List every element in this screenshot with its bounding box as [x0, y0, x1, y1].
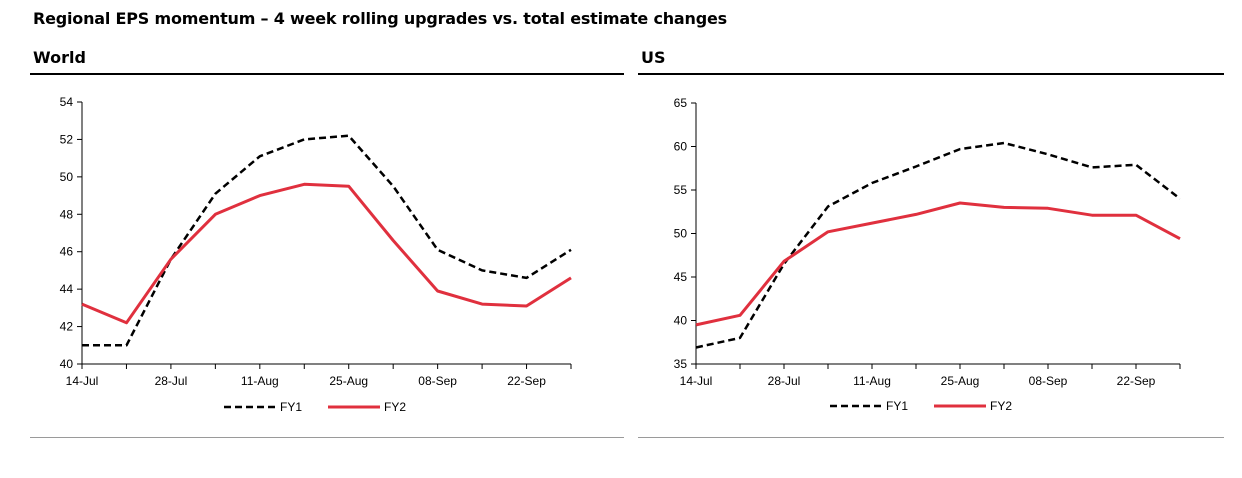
legend-label: FY2 [990, 399, 1012, 413]
x-tick-label: 25-Aug [941, 374, 980, 388]
x-tick-label: 08-Sep [1029, 374, 1068, 388]
x-tick-label: 28-Jul [155, 374, 188, 388]
panel-title: World [33, 48, 86, 67]
series-line-fy2 [81, 182, 572, 325]
x-tick-label: 25-Aug [329, 374, 368, 388]
y-tick-label: 42 [60, 320, 74, 334]
y-tick-label: 40 [674, 314, 688, 328]
x-tick-label: 28-Jul [768, 374, 801, 388]
y-tick-label: 44 [60, 282, 74, 296]
x-tick-label: 22-Sep [507, 374, 546, 388]
page-title: Regional EPS momentum – 4 week rolling u… [33, 9, 727, 28]
y-tick-label: 40 [60, 357, 74, 371]
y-tick-label: 35 [674, 357, 688, 371]
y-tick-label: 52 [60, 132, 74, 146]
series-line-fy1 [695, 141, 1181, 349]
legend-label: FY2 [384, 400, 406, 414]
series-line-fy1 [82, 134, 572, 347]
y-tick-label: 60 [674, 140, 688, 154]
legend-label: FY1 [886, 399, 908, 413]
y-tick-label: 65 [674, 96, 688, 110]
panel-bottom-rule [30, 437, 624, 438]
panel-title: US [641, 48, 666, 67]
y-tick-label: 48 [60, 207, 74, 221]
line-chart-us: 35 40 45 50 55 60 65 14-Jul 28-Jul 11-Aug 25-Aug 08… [674, 96, 1181, 413]
y-tick-label: 46 [60, 245, 74, 259]
x-tick-label: 14-Jul [66, 374, 99, 388]
legend-label: FY1 [280, 400, 302, 414]
x-tick-label: 14-Jul [680, 374, 713, 388]
panel-bottom-rule [638, 437, 1224, 438]
x-tick-label: 11-Aug [241, 374, 279, 388]
x-tick-label: 08-Sep [418, 374, 457, 388]
chart-panel-us: US 35 40 45 50 55 60 65 14-Jul 28-Jul 11-Aug 25-Au… [638, 44, 1224, 440]
y-tick-label: 55 [674, 183, 688, 197]
series-line-fy2 [695, 201, 1181, 327]
y-tick-label: 54 [60, 95, 74, 109]
chart-panel-world: World 40 42 44 46 48 50 52 54 14-Jul 28-Jul 11-Aug… [30, 44, 624, 440]
y-tick-label: 50 [674, 227, 688, 241]
line-chart-world: 40 42 44 46 48 50 52 54 14-Jul 28-Jul 11-Aug 25-Aug… [60, 95, 572, 414]
y-tick-label: 50 [60, 170, 74, 184]
panel-top-rule [638, 73, 1224, 75]
y-tick-label: 45 [674, 270, 688, 284]
panel-top-rule [30, 73, 624, 75]
x-tick-label: 11-Aug [853, 374, 891, 388]
x-tick-label: 22-Sep [1117, 374, 1156, 388]
